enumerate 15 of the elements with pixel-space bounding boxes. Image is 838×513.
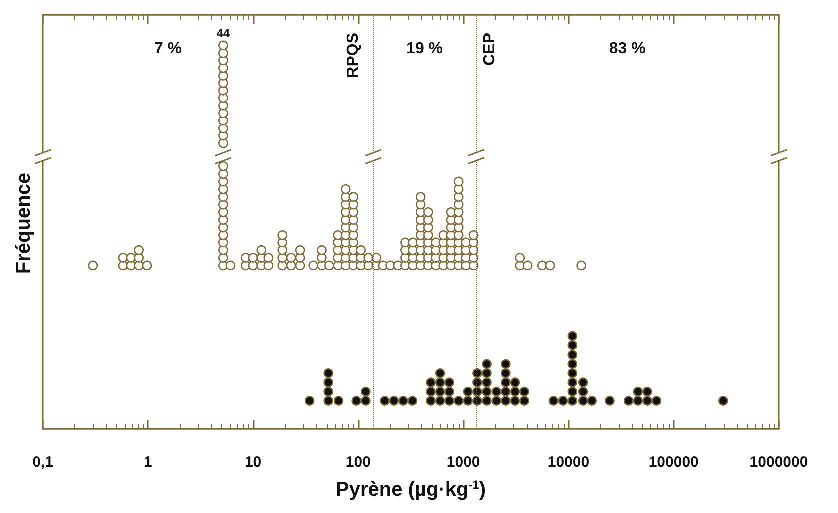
x-tick-label: 100 xyxy=(346,454,371,471)
annotation: 83 % xyxy=(609,40,646,58)
x-tick-label: 0,1 xyxy=(32,454,54,471)
annotation: 19 % xyxy=(406,40,444,58)
x-tick-label: 1 xyxy=(144,454,152,471)
x-tick-label: 1000000 xyxy=(750,454,808,471)
annotation: 44 xyxy=(216,26,230,41)
x-tick-label: 10000 xyxy=(548,454,590,471)
y-axis-title: Fréquence xyxy=(13,172,35,274)
ref-line-label: RPQS xyxy=(344,32,362,78)
annotation: 7 % xyxy=(154,40,182,58)
x-tick-label: 10 xyxy=(244,454,262,471)
x-tick-label: 100000 xyxy=(648,454,699,471)
x-tick-label: 1000 xyxy=(446,454,480,471)
ref-line-label: CEP xyxy=(482,32,499,66)
